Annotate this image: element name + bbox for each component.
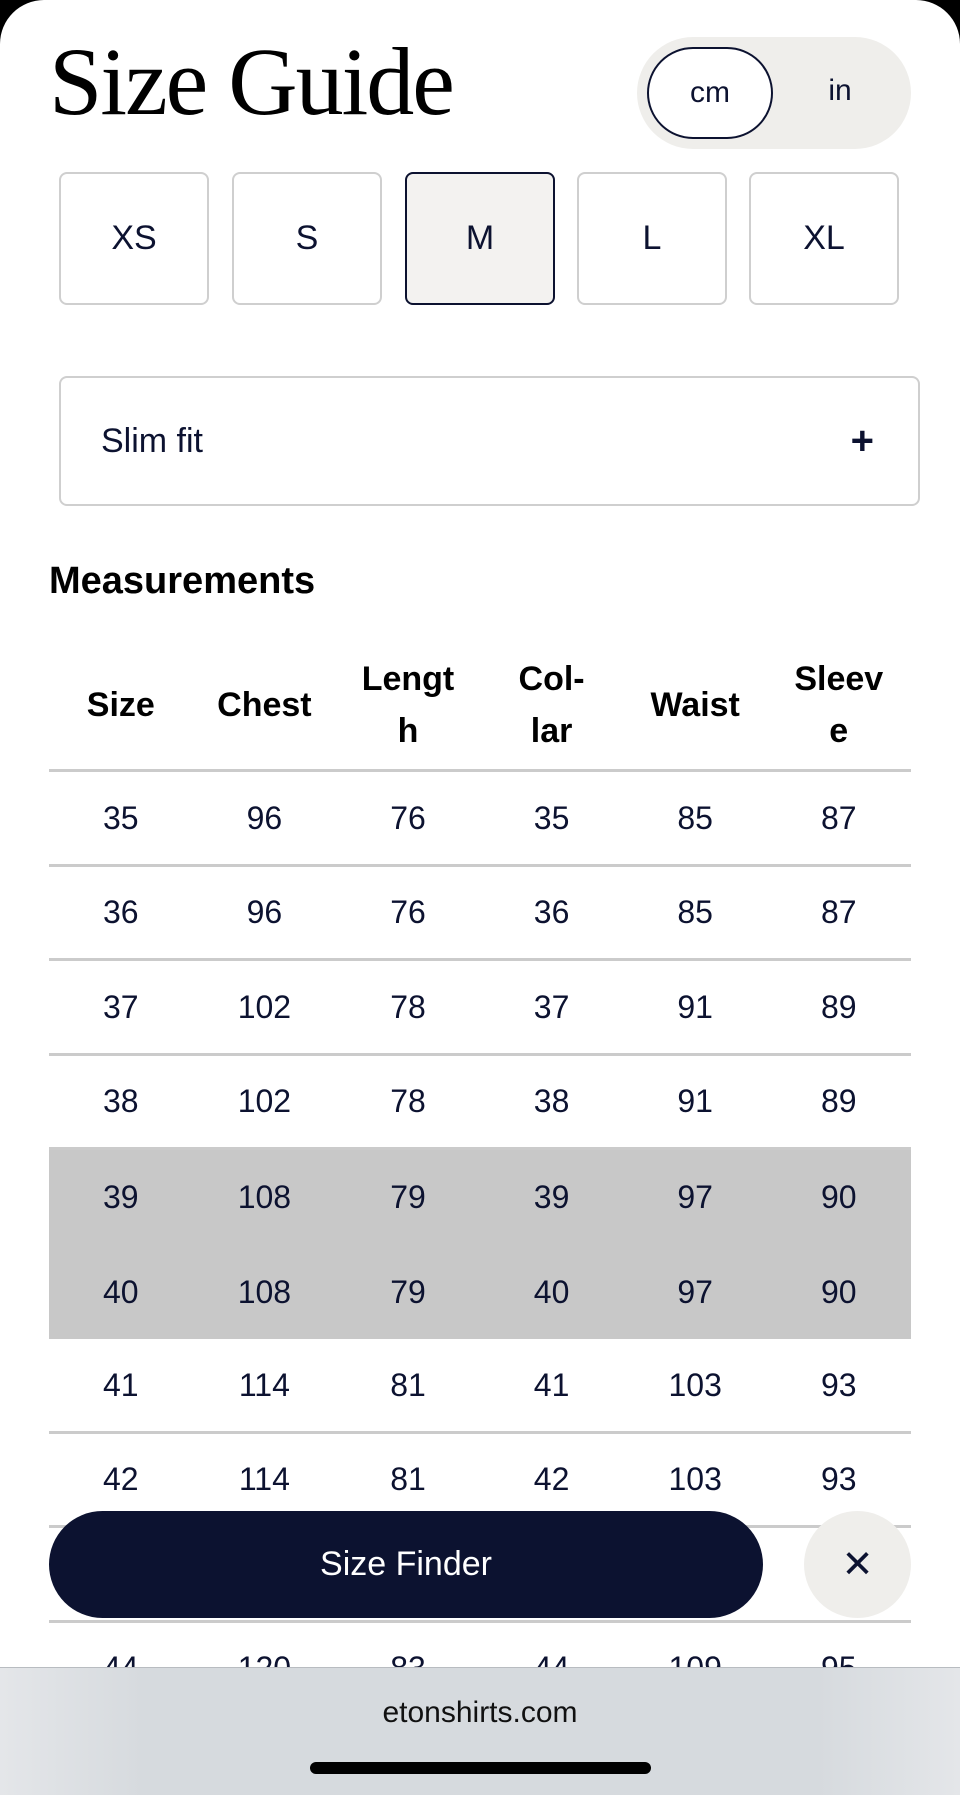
table-cell: 91 (677, 988, 713, 1025)
table-cell: 87 (820, 799, 857, 836)
table-cell: 40 (533, 1273, 570, 1310)
unit-toggle[interactable]: cm in (637, 37, 911, 149)
size-m-button[interactable]: M (405, 172, 555, 305)
size-finder-button[interactable]: Size Finder (49, 1511, 763, 1618)
table-cell: 76 (390, 799, 426, 836)
unit-cm-option[interactable]: cm (647, 47, 773, 139)
column-header: Chest (217, 686, 312, 724)
table-cell: 40 (103, 1273, 139, 1310)
table-cell: 39 (533, 1179, 570, 1216)
column-header: Sleev e (794, 660, 884, 750)
table-cell: 96 (246, 894, 283, 931)
table-header-row: Size Chest Lengt h Col- lar Waist Sleev e (49, 641, 911, 772)
size-xs-button[interactable]: XS (59, 172, 209, 305)
table-row: 36 96 76 36 85 87 (49, 867, 911, 961)
table-cell: 39 (103, 1179, 139, 1216)
table-cell: 102 (237, 988, 292, 1025)
table-cell: 35 (533, 799, 570, 836)
table-cell: 42 (103, 1461, 139, 1498)
table-row: 40 108 79 40 97 90 (49, 1244, 911, 1339)
table-cell: 108 (237, 1179, 292, 1216)
table-cell: 79 (390, 1273, 426, 1310)
table-cell: 35 (103, 799, 139, 836)
size-l-button[interactable]: L (577, 172, 727, 305)
table-cell: 41 (533, 1366, 570, 1403)
plus-icon[interactable]: + (850, 418, 874, 463)
table-cell: 37 (103, 988, 139, 1025)
table-cell: 103 (668, 1461, 722, 1498)
table-cell: 93 (820, 1461, 857, 1498)
table-row: 37 102 78 37 91 89 (49, 961, 911, 1056)
table-cell: 42 (533, 1461, 570, 1498)
table-cell: 81 (390, 1461, 426, 1498)
table-cell: 90 (820, 1179, 857, 1216)
table-cell: 87 (820, 894, 857, 931)
close-icon[interactable]: ✕ (804, 1511, 911, 1618)
column-header: Size (86, 686, 155, 724)
table-cell: 78 (390, 988, 426, 1025)
table-row: 35 96 76 35 85 87 (49, 772, 911, 867)
table-row: 39 108 79 39 97 90 (49, 1150, 911, 1245)
home-indicator[interactable] (310, 1762, 651, 1774)
table-row: 41 114 81 41 103 93 (49, 1339, 911, 1434)
unit-in-option[interactable]: in (828, 74, 852, 107)
fit-accordion[interactable]: Slim fit + (59, 376, 920, 506)
table-cell: 97 (677, 1273, 713, 1310)
table-row: 38 102 78 38 91 89 (49, 1056, 911, 1150)
table-row (49, 1528, 911, 1623)
table-cell: 78 (390, 1083, 426, 1120)
table-cell: 114 (238, 1366, 290, 1403)
table-cell: 85 (677, 799, 713, 836)
column-header: Col- lar (518, 660, 585, 750)
table-cell: 102 (237, 1083, 292, 1120)
size-xl-button[interactable]: XL (749, 172, 899, 305)
table-cell: 76 (390, 894, 426, 931)
measurements-heading: Measurements (49, 560, 316, 602)
measurements-table: Size Chest Lengt h Col- lar Waist Sleev e 35 96… (49, 641, 911, 1717)
table-cell: 91 (677, 1083, 713, 1120)
size-s-button[interactable]: S (232, 172, 382, 305)
table-cell: 41 (103, 1366, 139, 1403)
table-cell: 38 (533, 1083, 570, 1120)
browser-bar: etonshirts.com (0, 1667, 960, 1795)
table-cell: 79 (390, 1179, 426, 1216)
table-cell: 81 (390, 1366, 426, 1403)
table-cell: 85 (677, 894, 713, 931)
table-cell: 97 (677, 1179, 713, 1216)
table-cell: 89 (820, 988, 857, 1025)
table-cell: 93 (820, 1366, 857, 1403)
table-cell: 36 (103, 894, 139, 931)
table-cell: 103 (668, 1366, 722, 1403)
fit-label: Slim fit (101, 421, 203, 460)
table-cell: 114 (238, 1461, 290, 1498)
table-cell: 96 (246, 799, 283, 836)
url-label[interactable]: etonshirts.com (382, 1696, 578, 1729)
table-cell: 36 (533, 894, 570, 931)
table-cell: 38 (103, 1083, 139, 1120)
column-header: Lengt h (361, 660, 455, 750)
page-title: Size Guide (49, 28, 455, 135)
table-cell: 89 (820, 1083, 857, 1120)
column-header: Waist (650, 686, 740, 724)
table-cell: 90 (820, 1273, 857, 1310)
table-cell: 37 (533, 988, 570, 1025)
table-cell: 108 (237, 1273, 292, 1310)
